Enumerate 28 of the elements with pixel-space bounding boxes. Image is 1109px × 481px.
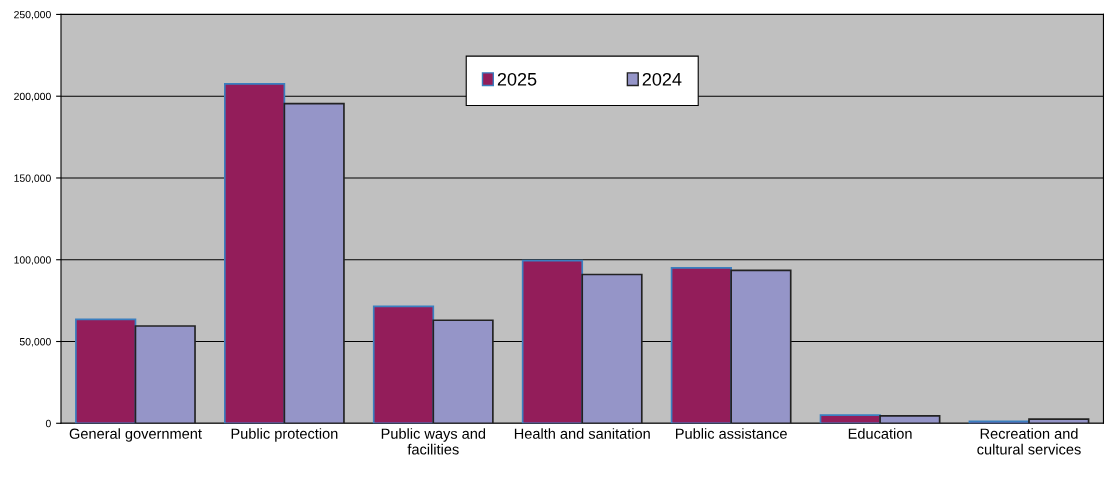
bar — [283, 102, 345, 424]
x-tick-label: Health and sanitation — [514, 428, 650, 439]
bar — [819, 414, 881, 424]
bar — [879, 415, 941, 424]
legend-label: 2024 — [642, 72, 682, 86]
y-tick-label: 250,000 — [14, 10, 51, 20]
bar — [223, 83, 286, 424]
bar — [372, 305, 435, 424]
legend-label: 2025 — [497, 72, 537, 86]
x-tick-label: Education — [848, 428, 912, 439]
x-tick-label: Public ways and facilities — [381, 428, 486, 455]
bar — [134, 325, 196, 424]
bar — [1028, 418, 1090, 424]
bar — [521, 259, 584, 424]
x-tick-label: General government — [69, 428, 202, 442]
bar — [432, 319, 494, 424]
bar — [670, 267, 732, 424]
y-tick-label: 150,000 — [14, 174, 51, 184]
y-tick-label: 0 — [45, 419, 51, 428]
bar — [581, 273, 643, 424]
x-tick-label: Public assistance — [676, 428, 787, 439]
bar — [75, 318, 137, 424]
x-tick-label: Public protection — [231, 428, 338, 442]
bar — [730, 269, 792, 424]
y-tick-label: 200,000 — [14, 92, 51, 102]
x-tick-label: Recreation and cultural services — [977, 428, 1081, 455]
y-tick-label: 50,000 — [19, 338, 51, 347]
y-tick-label: 100,000 — [14, 256, 51, 265]
